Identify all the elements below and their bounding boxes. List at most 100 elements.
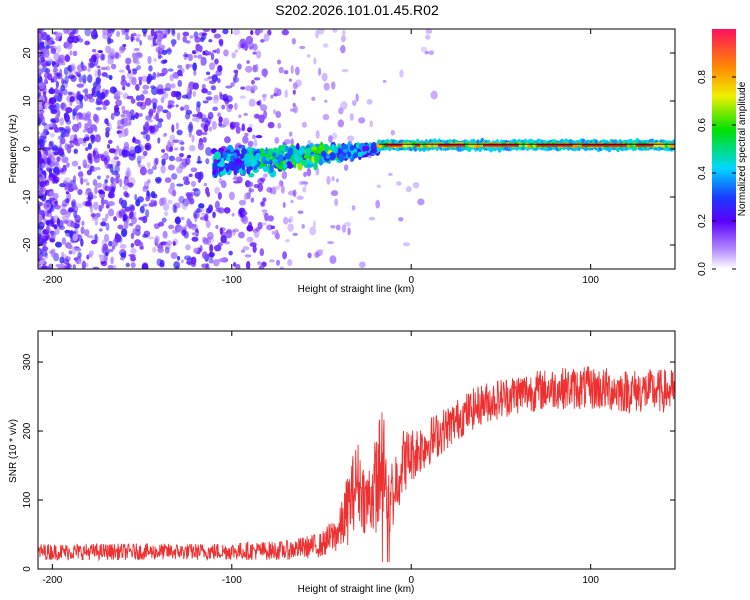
noise-blob xyxy=(246,236,254,243)
noise-blob xyxy=(280,185,285,194)
noise-blob xyxy=(417,198,425,206)
band-blob xyxy=(269,164,274,174)
band-blob xyxy=(295,143,300,151)
noise-blob xyxy=(118,133,123,139)
band-blob xyxy=(314,153,320,163)
noise-blob xyxy=(172,204,177,214)
noise-blob xyxy=(38,264,42,269)
noise-blob xyxy=(218,121,223,127)
noise-blob xyxy=(121,105,126,112)
noise-blob xyxy=(138,79,142,86)
noise-blob xyxy=(197,54,203,59)
noise-blob xyxy=(93,155,101,164)
noise-blob xyxy=(222,29,229,35)
noise-blob xyxy=(355,93,359,102)
colorbar-tick-label: 0.0 xyxy=(697,262,708,276)
noise-blob xyxy=(340,35,346,43)
noise-blob xyxy=(266,186,273,193)
noise-blob xyxy=(263,69,268,79)
noise-blob xyxy=(41,265,49,269)
noise-blob xyxy=(61,203,67,208)
noise-blob xyxy=(254,29,261,36)
noise-blob xyxy=(105,126,111,133)
noise-blob xyxy=(258,265,265,269)
snr-frame xyxy=(37,330,676,570)
noise-blob xyxy=(104,179,108,184)
noise-blob xyxy=(43,78,48,85)
noise-blob xyxy=(198,203,205,209)
band-blob xyxy=(305,147,311,156)
noise-blob xyxy=(221,104,226,110)
noise-blob xyxy=(157,137,161,144)
noise-blob xyxy=(60,137,66,145)
noise-blob xyxy=(95,167,101,171)
noise-blob xyxy=(81,140,87,147)
noise-blob xyxy=(217,207,225,214)
noise-blob xyxy=(116,145,120,152)
band-blob xyxy=(357,151,363,158)
noise-blob xyxy=(159,262,165,268)
noise-blob xyxy=(100,260,108,267)
noise-blob xyxy=(255,227,261,232)
noise-blob xyxy=(52,166,60,174)
noise-blob xyxy=(38,248,41,255)
band-blob xyxy=(290,154,295,163)
noise-blob xyxy=(349,113,354,121)
noise-blob xyxy=(366,99,373,105)
noise-blob xyxy=(193,188,201,197)
noise-blob xyxy=(124,169,132,178)
noise-blob xyxy=(185,40,191,44)
noise-blob xyxy=(267,121,275,129)
noise-blob xyxy=(264,212,269,222)
noise-blob xyxy=(64,213,71,218)
noise-blob xyxy=(205,186,210,195)
noise-blob xyxy=(59,256,65,264)
noise-blob xyxy=(100,221,107,227)
spectrogram-ytick-label: 20 xyxy=(22,47,33,59)
noise-blob xyxy=(69,140,74,144)
noise-blob xyxy=(100,66,108,71)
noise-blob xyxy=(127,182,134,188)
noise-blob xyxy=(105,89,110,95)
noise-blob xyxy=(50,47,57,54)
noise-blob xyxy=(83,229,90,237)
spectrogram-xtick-label: 0 xyxy=(408,275,414,286)
noise-blob xyxy=(38,176,44,180)
noise-blob xyxy=(311,96,316,101)
noise-blob xyxy=(62,180,68,185)
noise-blob xyxy=(193,210,198,219)
noise-blob xyxy=(249,46,253,51)
noise-blob xyxy=(38,150,42,159)
noise-blob xyxy=(158,55,164,59)
noise-blob xyxy=(398,216,404,222)
noise-blob xyxy=(66,162,70,168)
noise-blob xyxy=(150,29,155,37)
noise-blob xyxy=(118,69,125,73)
noise-blob xyxy=(174,218,182,224)
noise-blob xyxy=(282,201,286,209)
noise-blob xyxy=(129,255,137,262)
noise-blob xyxy=(387,172,393,177)
noise-blob xyxy=(38,214,43,223)
noise-blob xyxy=(56,45,61,54)
band-blob xyxy=(277,154,284,162)
noise-blob xyxy=(147,236,155,240)
noise-blob xyxy=(42,91,47,98)
noise-blob xyxy=(211,120,217,130)
noise-blob xyxy=(195,129,203,137)
noise-blob xyxy=(157,50,162,60)
noise-blob xyxy=(50,118,56,123)
noise-blob xyxy=(92,266,100,269)
noise-blob xyxy=(253,183,260,189)
noise-blob xyxy=(182,31,190,37)
noise-blob xyxy=(48,123,56,128)
noise-blob xyxy=(41,122,47,126)
noise-blob xyxy=(217,242,223,247)
noise-blob xyxy=(288,131,293,137)
noise-blob xyxy=(341,69,349,73)
noise-blob xyxy=(179,162,187,169)
noise-blob xyxy=(234,102,238,111)
noise-blob xyxy=(41,153,47,158)
noise-blob xyxy=(247,127,253,133)
